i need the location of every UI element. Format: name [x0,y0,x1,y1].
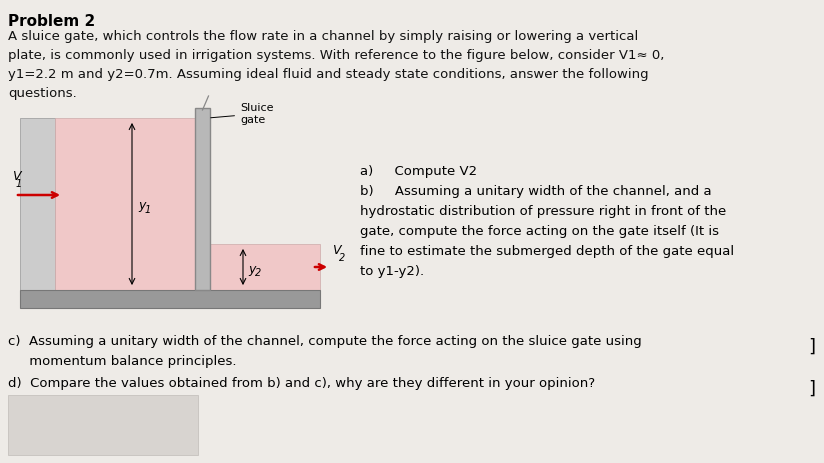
Text: V: V [332,244,340,257]
Bar [55,118,195,290]
Text: ]: ] [808,338,815,356]
Bar [195,108,210,290]
Text: gate, compute the force acting on the gate itself (It is: gate, compute the force acting on the ga… [360,225,719,238]
Bar [210,244,320,290]
Text: 2: 2 [339,253,345,263]
Text: c)  Assuming a unitary width of the channel, compute the force acting on the slu: c) Assuming a unitary width of the chann… [8,335,642,348]
Text: 2: 2 [255,268,261,278]
Text: y: y [138,200,145,213]
Text: fine to estimate the submerged depth of the gate equal: fine to estimate the submerged depth of … [360,245,734,258]
Text: 1: 1 [145,205,152,215]
Text: Sluice
gate: Sluice gate [211,103,274,125]
Bar [8,395,198,455]
Text: y: y [248,263,255,275]
Text: a)     Compute V2: a) Compute V2 [360,165,477,178]
Text: ]: ] [808,380,815,398]
Text: momentum balance principles.: momentum balance principles. [8,355,236,368]
Text: y1=2.2 m and y2=0.7m. Assuming ideal fluid and steady state conditions, answer t: y1=2.2 m and y2=0.7m. Assuming ideal flu… [8,68,648,81]
Text: Problem 2: Problem 2 [8,14,96,29]
Bar [20,290,320,308]
Text: questions.: questions. [8,87,77,100]
Text: A sluice gate, which controls the flow rate in a channel by simply raising or lo: A sluice gate, which controls the flow r… [8,30,639,43]
Text: 1: 1 [16,179,22,189]
Text: b)     Assuming a unitary width of the channel, and a: b) Assuming a unitary width of the chann… [360,185,712,198]
Text: V: V [12,170,21,183]
Text: hydrostatic distribution of pressure right in front of the: hydrostatic distribution of pressure rig… [360,205,726,218]
Text: to y1-y2).: to y1-y2). [360,265,424,278]
Text: d)  Compare the values obtained from b) and c), why are they different in your o: d) Compare the values obtained from b) a… [8,377,595,390]
Bar [20,118,55,290]
Text: plate, is commonly used in irrigation systems. With reference to the figure belo: plate, is commonly used in irrigation sy… [8,49,664,62]
